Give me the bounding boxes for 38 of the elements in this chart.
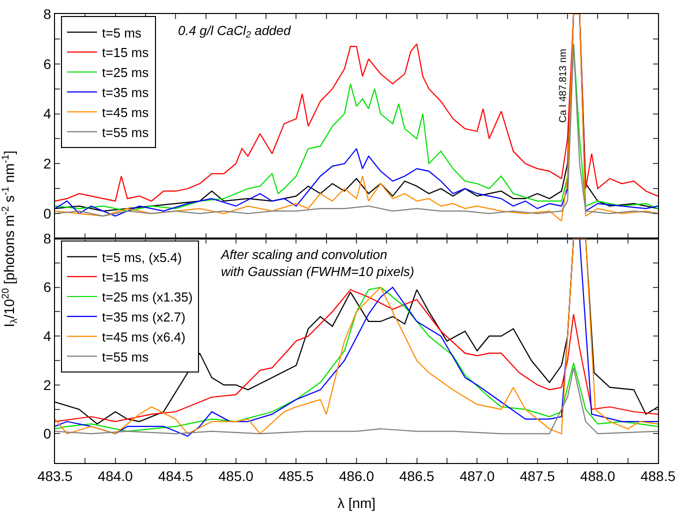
annotation: Ca I 487.813 nm — [558, 48, 570, 123]
y-tick-label: 0 — [43, 205, 52, 222]
x-tick-label: 488.5 — [640, 468, 676, 484]
legend-label: t=35 ms — [102, 84, 150, 100]
x-tick-label: 483.5 — [37, 468, 73, 484]
legend-label: t=55 ms — [102, 124, 150, 140]
x-tick-label: 486.5 — [399, 468, 435, 484]
y-tick-label: 6 — [43, 56, 52, 72]
x-tick-label: 484.0 — [98, 468, 134, 484]
legend-label: t=45 ms (x6.4) — [102, 329, 186, 344]
line-series — [55, 367, 658, 434]
y-tick-label: 8 — [43, 6, 52, 22]
legend-label: t=25 ms — [102, 65, 150, 80]
x-tick-label: 485.5 — [278, 468, 314, 484]
x-tick-label: 485.0 — [218, 468, 254, 484]
legend-label: t=45 ms — [102, 104, 150, 120]
legend-label: t=15 ms — [102, 45, 150, 60]
legend-label: t=55 ms — [102, 349, 150, 364]
y-tick-label: 8 — [43, 230, 52, 246]
annotation: After scaling and convolution with Gaussian (FWHM=10 pixels) — [220, 247, 414, 279]
y-tick-label: 6 — [43, 279, 52, 296]
y-tick-label: 4 — [43, 106, 52, 122]
y-tick-label: 2 — [43, 376, 52, 393]
annotation: 0.4 g/l CaCl$_{2}$ added — [178, 23, 292, 40]
x-tick-label: 488.0 — [580, 468, 616, 484]
legend-label: t=35 ms (x2.7) — [102, 309, 186, 324]
x-tick-label: 484.5 — [158, 468, 194, 484]
legend-label: t=25 ms (x1.35) — [102, 290, 193, 305]
x-tick-label: 486.0 — [338, 468, 374, 484]
x-axis-title: λ [nm] — [337, 495, 376, 512]
legend-label: t=5 ms — [102, 25, 142, 40]
x-tick-label: 487.0 — [460, 468, 495, 484]
legend-label: t=15 ms — [102, 270, 150, 285]
y-tick-label: 2 — [43, 156, 52, 172]
y-tick-label: 4 — [43, 328, 52, 344]
x-tick-label: 487.5 — [520, 468, 556, 484]
y-tick-label: 0 — [43, 426, 52, 442]
legend-label: t=5 ms, (x5.4) — [102, 250, 182, 265]
